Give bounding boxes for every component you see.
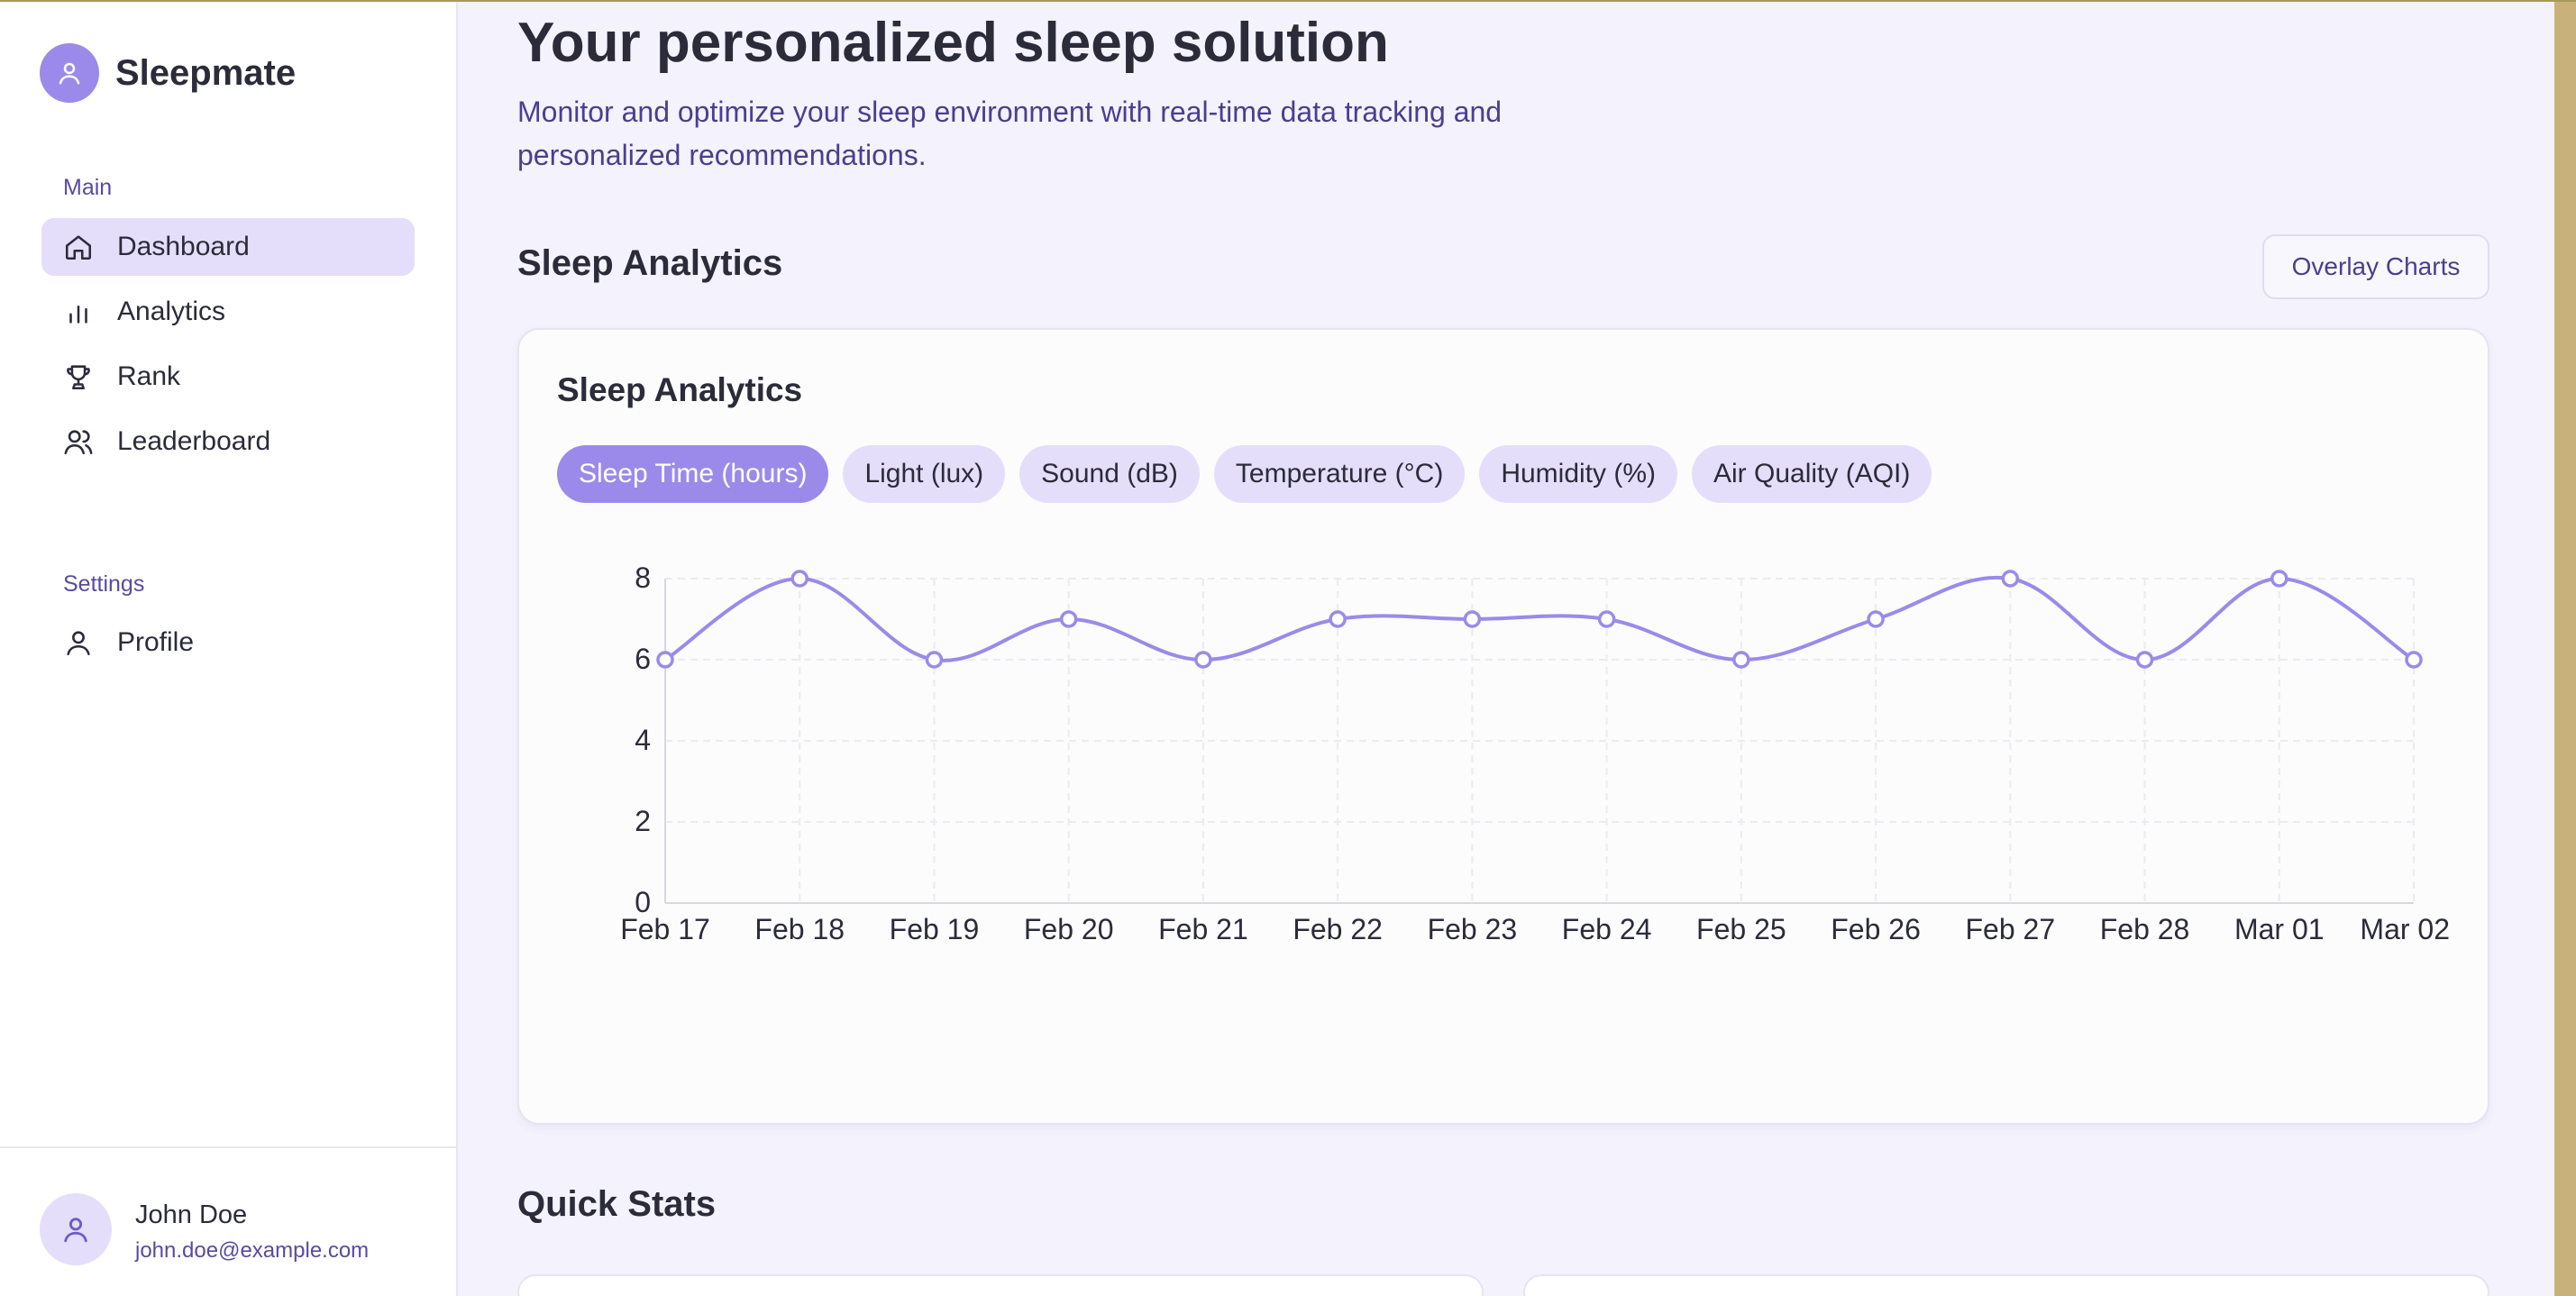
data-point <box>2001 570 2020 588</box>
x-tick-label: Feb 18 <box>754 913 845 945</box>
sidebar-item-label: Profile <box>117 627 195 657</box>
tab-humidity[interactable]: Humidity (%) <box>1479 445 1677 503</box>
x-tick-label: Feb 26 <box>1831 913 1921 945</box>
data-point <box>1194 651 1212 669</box>
user-icon <box>64 1218 87 1243</box>
sidebar-item-dashboard[interactable]: Dashboard <box>41 218 415 276</box>
sidebar-item-leaderboard[interactable]: Leaderboard <box>41 413 415 470</box>
x-tick-label: Feb 20 <box>1024 913 1114 945</box>
data-point <box>1329 610 1347 628</box>
y-tick-label: 8 <box>635 561 651 594</box>
tab-air-quality[interactable]: Air Quality (AQI) <box>1692 445 1932 503</box>
avatar <box>40 1193 112 1265</box>
sidebar-item-profile[interactable]: Profile <box>41 614 415 671</box>
tab-light[interactable]: Light (lux) <box>843 445 1006 503</box>
data-point <box>1059 610 1078 628</box>
section-title-analytics: Sleep Analytics <box>517 243 783 283</box>
sidebar-item-label: Dashboard <box>117 232 250 261</box>
x-tick-label: Mar 01 <box>2234 913 2325 945</box>
quick-stat-card <box>517 1274 1484 1296</box>
y-tick-label: 2 <box>635 805 651 837</box>
user-profile-card[interactable]: John Doe john.doe@example.com <box>0 1146 456 1296</box>
users-icon <box>64 430 93 455</box>
tab-sound[interactable]: Sound (dB) <box>1019 445 1200 503</box>
data-point <box>2270 570 2288 588</box>
sleep-analytics-card: Sleep Analytics Sleep Time (hours) Light… <box>517 328 2489 1125</box>
x-tick-label: Feb 17 <box>620 913 710 945</box>
sleep-time-chart: 0 2 4 6 8 Feb 17 Feb 18 Feb 19 Feb 20 Feb 21 Feb 2… <box>620 561 2450 945</box>
data-point <box>1867 610 1885 628</box>
data-point <box>925 651 944 669</box>
data-point <box>2135 651 2154 669</box>
y-tick-label: 4 <box>635 724 651 756</box>
data-point <box>1463 610 1482 628</box>
user-name: John Doe <box>135 1200 248 1229</box>
x-tick-label: Mar 02 <box>2360 913 2450 945</box>
metric-tabs: Sleep Time (hours) Light (lux) Sound (dB… <box>557 445 1946 503</box>
data-point <box>656 651 674 669</box>
tab-temperature[interactable]: Temperature (°C) <box>1213 445 1466 503</box>
sidebar-item-rank[interactable]: Rank <box>41 348 415 406</box>
home-icon <box>65 235 92 260</box>
section-label-settings: Settings <box>63 571 145 597</box>
brand-logo <box>40 43 99 103</box>
data-point <box>1597 610 1616 628</box>
user-icon <box>67 631 90 656</box>
user-icon <box>59 62 80 85</box>
sidebar-item-analytics[interactable]: Analytics <box>41 283 415 341</box>
user-email: john.doe@example.com <box>135 1238 370 1263</box>
x-tick-label: Feb 25 <box>1696 913 1786 945</box>
y-tick-label: 6 <box>635 643 651 675</box>
page-subtitle: Monitor and optimize your sleep environm… <box>517 96 1503 171</box>
x-tick-label: Feb 22 <box>1293 913 1383 945</box>
series-line <box>663 575 2416 662</box>
card-title: Sleep Analytics <box>557 371 803 408</box>
x-tick-label: Feb 24 <box>1562 913 1652 945</box>
data-point <box>790 570 808 588</box>
quick-stat-card <box>1523 1274 2489 1296</box>
sidebar-item-label: Rank <box>117 361 181 391</box>
tab-sleep-time[interactable]: Sleep Time (hours) <box>557 445 829 503</box>
sidebar-item-label: Leaderboard <box>117 426 271 456</box>
x-tick-label: Feb 28 <box>2100 913 2190 945</box>
x-tick-label: Feb 21 <box>1158 913 1248 945</box>
sidebar: Sleepmate Main Dashboard Analytics Rank … <box>0 0 458 1296</box>
x-tick-label: Feb 27 <box>1965 913 2055 945</box>
overlay-charts-button[interactable]: Overlay Charts <box>2262 234 2489 299</box>
sidebar-item-label: Analytics <box>117 297 226 326</box>
data-point <box>1732 651 1750 669</box>
page-title: Your personalized sleep solution <box>517 12 1389 74</box>
section-label-main: Main <box>63 175 113 200</box>
bar-chart-icon <box>69 306 87 324</box>
data-point <box>2405 651 2423 669</box>
brand-name: Sleepmate <box>115 52 297 93</box>
section-title-quick-stats: Quick Stats <box>517 1184 717 1224</box>
x-tick-label: Feb 19 <box>890 913 980 945</box>
trophy-icon <box>67 365 90 390</box>
y-tick-label: 0 <box>635 886 651 918</box>
brand[interactable]: Sleepmate <box>40 43 296 103</box>
x-tick-label: Feb 23 <box>1428 913 1518 945</box>
